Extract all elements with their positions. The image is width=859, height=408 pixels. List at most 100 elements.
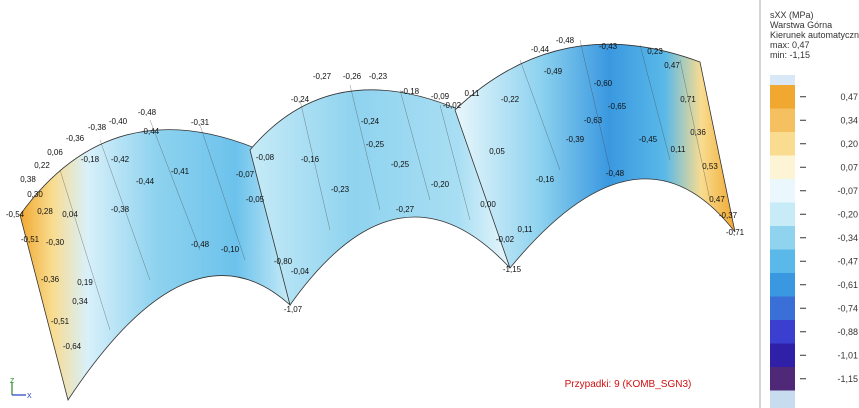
legend-header: min: -1,15 [770,50,810,60]
legend-label: 0,07 [840,162,858,172]
value-label: -0,48 [556,36,575,45]
value-label: -0,27 [396,205,415,214]
axis-icon: Z X [10,378,32,400]
value-label: 0,71 [680,95,696,104]
value-label: -0,36 [66,134,85,143]
value-label: -0,41 [171,167,190,176]
value-label: -0,48 [606,169,625,178]
legend-label: -0,61 [837,280,858,290]
value-label: 0,11 [465,89,481,98]
legend-band [770,297,795,321]
legend-label: 0,47 [840,92,858,102]
legend-band [770,250,795,274]
legend-label: 0,34 [840,115,858,125]
screen: -0,48-0,40-0,31-0,38-0,44-0,36-0,420,060… [0,0,859,408]
value-label: -0,44 [141,127,160,136]
legend-band [770,156,795,180]
value-label: -0,65 [608,102,627,111]
legend-label: -1,15 [837,374,858,384]
legend-band-top [770,75,795,85]
value-label: 0,22 [34,161,50,170]
value-label: -0,25 [391,160,410,169]
legend-band [770,109,795,133]
legend-label: -1,01 [837,350,858,360]
legend-band-bottom [770,391,795,408]
value-label: -0,27 [313,72,332,81]
legend-label: -0,07 [837,186,858,196]
legend-band [770,203,795,227]
legend-label: -0,88 [837,327,858,337]
value-label: -0,09 [431,92,450,101]
value-label: -0,39 [566,135,585,144]
case-label: Przypadki: 9 (KOMB_SGN3) [565,379,692,390]
value-label: -0,38 [111,205,130,214]
legend-band [770,320,795,344]
value-label: -0,26 [343,72,362,81]
legend-header: max: 0,47 [770,40,810,50]
value-label: -0,48 [191,240,210,249]
value-label: -0,49 [544,67,563,76]
legend-header: Kierunek automatyczn [770,30,859,40]
legend-band [770,226,795,250]
value-label: -1,15 [503,265,522,274]
value-label: -0,22 [501,95,520,104]
page: {"legend":{"header":["sXX (MPa)","Warstw… [0,0,859,408]
legend-label: 0,20 [840,139,858,149]
value-label: -0,24 [291,95,310,104]
legend-label: -0,34 [837,233,858,243]
value-label: -0,71 [726,228,745,237]
value-label: -0,40 [109,117,128,126]
value-label: -1,07 [284,305,303,314]
legend-band [770,85,795,109]
value-label: 0,47 [664,61,680,70]
shell-model [20,40,735,400]
value-label: -0,51 [51,317,70,326]
value-label: -0,02 [443,101,462,110]
value-label: -0,23 [331,185,350,194]
value-label: 0,34 [72,297,88,306]
value-label: -0,04 [291,267,310,276]
value-label: -0,16 [536,175,555,184]
value-label: -0,05 [246,195,265,204]
value-label: 0,11 [518,225,534,234]
value-label: -0,64 [63,342,82,351]
value-label: 0,30 [27,190,43,199]
value-label: 0,04 [62,210,78,219]
value-label: 0,47 [709,195,725,204]
value-label: -0,60 [594,79,613,88]
value-label: -0,24 [361,117,380,126]
legend-band [770,367,795,391]
value-label: -0,02 [496,235,515,244]
value-label: -0,20 [431,180,450,189]
value-label: -0,48 [138,108,157,117]
legend-label: -0,74 [837,303,858,313]
value-label: -0,31 [191,118,210,127]
value-label: 0,23 [647,47,663,56]
legend-label: -0,47 [837,256,858,266]
legend-header: Warstwa Górna [770,20,832,30]
value-label: -0,08 [256,153,275,162]
legend-band [770,179,795,203]
value-label: -0,18 [401,87,420,96]
value-label: 0,11 [671,145,687,154]
value-label: 0,53 [702,162,718,171]
value-label: 0,00 [480,200,496,209]
value-label: 0,19 [77,278,93,287]
value-label: -0,30 [46,238,65,247]
legend-band [770,273,795,297]
value-label: -0,42 [111,155,130,164]
value-label: -0,23 [369,72,388,81]
legend-label: -0,20 [837,209,858,219]
axis-x-label: X [27,393,32,400]
value-label: -0,45 [639,135,658,144]
value-label: -0,38 [88,123,107,132]
value-label: -0,44 [531,45,550,54]
value-label: -0,16 [301,155,320,164]
value-label: -0,36 [41,275,60,284]
value-label: 0,38 [20,175,36,184]
value-label: -0,43 [599,42,618,51]
value-label: -0,44 [136,177,155,186]
value-label: -0,10 [221,245,240,254]
value-label: -0,54 [6,210,25,219]
